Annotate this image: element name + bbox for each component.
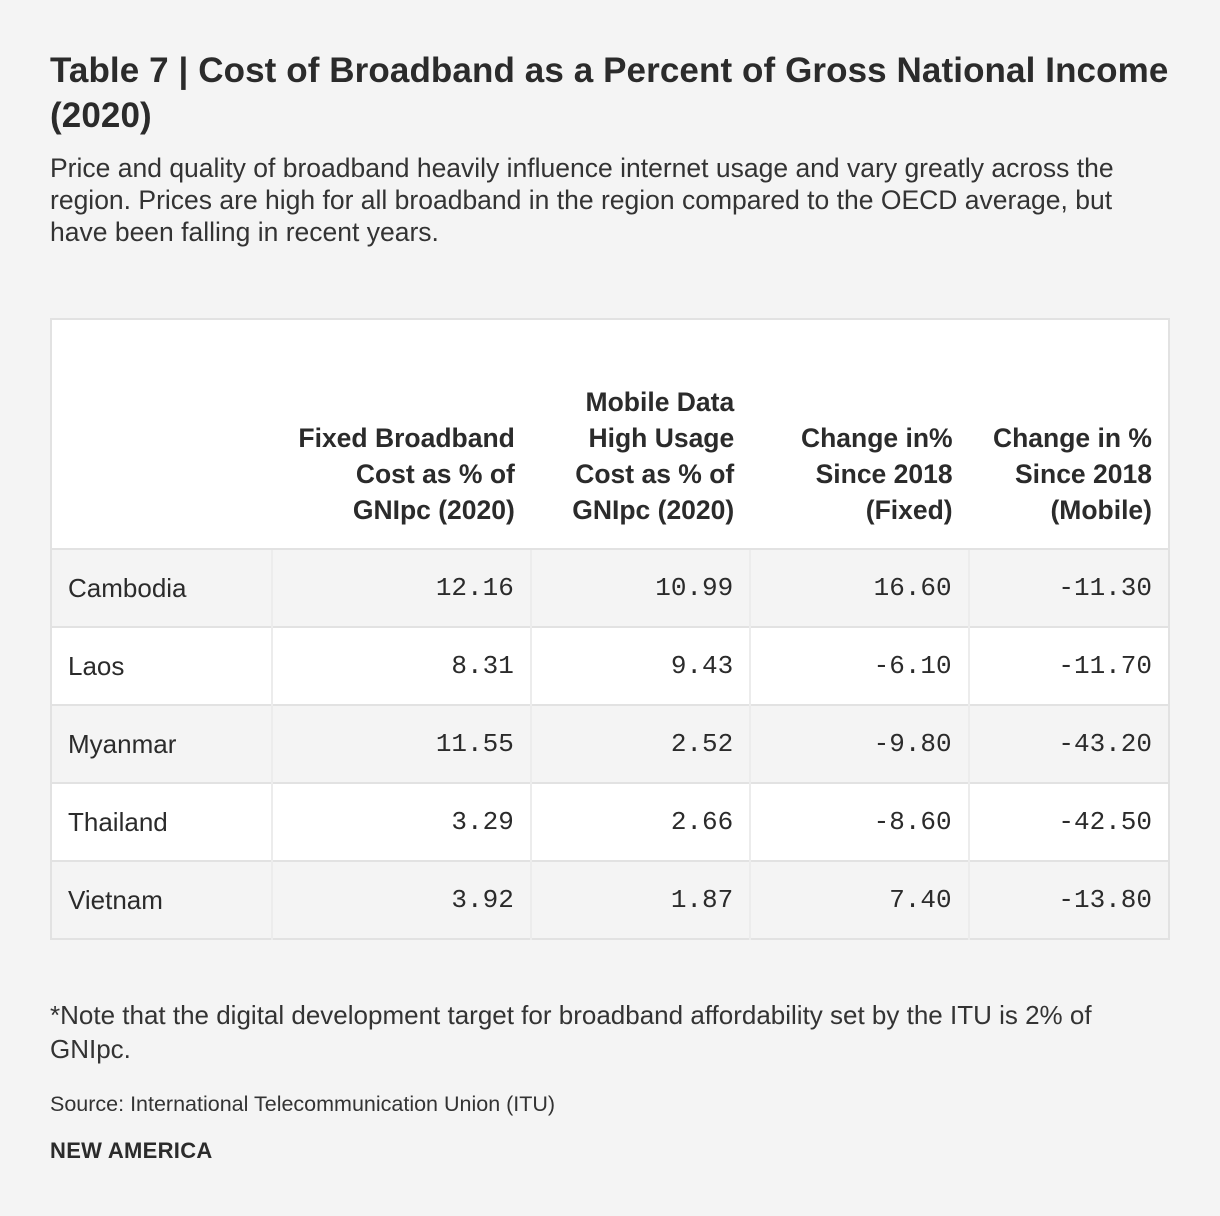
fixed-cost-cell: 12.16 [272,548,532,627]
column-header-change-fixed: Change in% Since 2018 (Fixed) [750,319,969,550]
change-mobile-cell: -11.30 [968,548,1169,627]
column-header-fixed-cost: Fixed Broadband Cost as % of GNIpc (2020… [272,319,531,550]
chart-subtitle: Price and quality of broadband heavily i… [50,153,1114,247]
change-mobile-cell: -13.80 [968,860,1169,939]
country-cell: Cambodia [51,548,274,627]
table-row: Thailand 3.29 2.66 -8.60 -42.50 [51,782,1169,861]
change-mobile-cell: -11.70 [968,626,1169,705]
country-cell: Myanmar [51,704,274,783]
table-row: Laos 8.31 9.43 -6.10 -11.70 [51,626,1169,705]
brand-logo-text: NEW AMERICA [50,1138,213,1163]
country-cell: Thailand [51,782,274,861]
table-row: Vietnam 3.92 1.87 7.40 -13.80 [51,860,1169,939]
country-cell: Vietnam [51,860,274,939]
fixed-cost-cell: 3.29 [272,782,532,861]
chart-title: Table 7 | Cost of Broadband as a Percent… [50,51,1169,135]
mobile-cost-cell: 2.52 [530,704,752,783]
column-header-mobile-cost: Mobile Data High Usage Cost as % of GNIp… [530,319,751,550]
source-line: Source: International Telecommunication … [50,1092,556,1116]
data-table: Fixed Broadband Cost as % of GNIpc (2020… [50,318,1170,940]
mobile-cost-cell: 2.66 [530,782,752,861]
fixed-cost-cell: 3.92 [272,860,532,939]
footnote: *Note that the digital development targe… [50,1000,1092,1064]
change-fixed-cell: -6.10 [750,626,970,705]
change-fixed-cell: -9.80 [750,704,970,783]
change-fixed-cell: -8.60 [750,782,970,861]
fixed-cost-cell: 8.31 [272,626,532,705]
change-fixed-cell: 16.60 [750,548,970,627]
column-header-country [51,319,273,550]
change-fixed-cell: 7.40 [750,860,970,939]
column-header-change-mobile: Change in % Since 2018 (Mobile) [968,319,1169,550]
table-row: Cambodia 12.16 10.99 16.60 -11.30 [51,548,1169,627]
mobile-cost-cell: 1.87 [530,860,752,939]
table-row: Myanmar 11.55 2.52 -9.80 -43.20 [51,704,1169,783]
chart-container: Table 7 | Cost of Broadband as a Percent… [50,48,1170,1163]
mobile-cost-cell: 9.43 [530,626,752,705]
fixed-cost-cell: 11.55 [272,704,532,783]
mobile-cost-cell: 10.99 [530,548,752,627]
change-mobile-cell: -42.50 [968,782,1169,861]
table-header-row: Fixed Broadband Cost as % of GNIpc (2020… [51,319,1169,550]
country-cell: Laos [51,626,274,705]
change-mobile-cell: -43.20 [968,704,1169,783]
